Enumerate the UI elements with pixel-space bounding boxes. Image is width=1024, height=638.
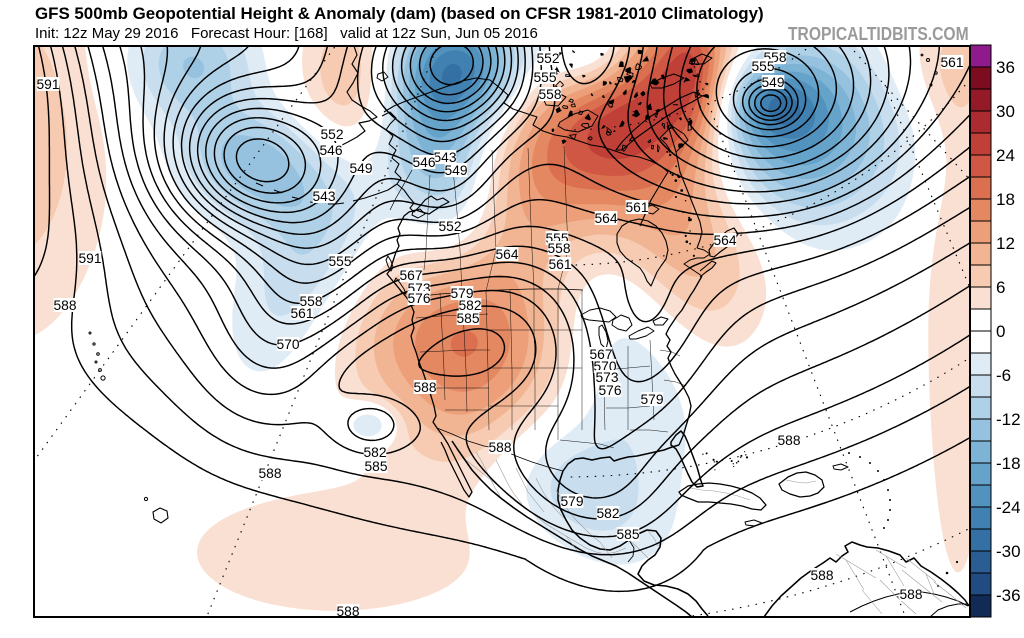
svg-text:582: 582 — [363, 445, 386, 460]
svg-text:591: 591 — [78, 251, 101, 266]
svg-text:555: 555 — [328, 254, 351, 269]
svg-text:561: 561 — [290, 306, 313, 321]
svg-text:588: 588 — [488, 440, 511, 455]
svg-text:-6: -6 — [996, 366, 1011, 385]
svg-text:549: 549 — [761, 75, 784, 90]
svg-text:564: 564 — [713, 233, 736, 248]
svg-text:561: 561 — [548, 257, 571, 272]
svg-text:588: 588 — [258, 466, 281, 481]
svg-text:561: 561 — [625, 200, 648, 215]
svg-text:588: 588 — [899, 587, 922, 602]
svg-text:-18: -18 — [996, 454, 1021, 473]
svg-text:543: 543 — [312, 189, 335, 204]
svg-text:558: 558 — [538, 87, 561, 102]
svg-text:549: 549 — [444, 163, 467, 178]
svg-text:30: 30 — [996, 102, 1015, 121]
svg-text:552: 552 — [536, 51, 559, 66]
svg-text:555: 555 — [751, 59, 774, 74]
svg-text:570: 570 — [276, 337, 299, 352]
svg-text:588: 588 — [53, 298, 76, 313]
svg-text:582: 582 — [458, 298, 481, 313]
svg-text:579: 579 — [640, 392, 663, 407]
svg-text:36: 36 — [996, 58, 1015, 77]
svg-text:0: 0 — [996, 322, 1005, 341]
svg-text:564: 564 — [594, 211, 617, 226]
svg-text:12: 12 — [996, 234, 1015, 253]
svg-text:567: 567 — [399, 268, 422, 283]
svg-text:579: 579 — [560, 494, 583, 509]
svg-text:546: 546 — [412, 155, 435, 170]
svg-text:588: 588 — [810, 568, 833, 583]
svg-text:-36: -36 — [996, 586, 1021, 605]
svg-text:18: 18 — [996, 190, 1015, 209]
svg-text:585: 585 — [616, 527, 639, 542]
svg-text:576: 576 — [407, 291, 430, 306]
svg-text:543: 543 — [433, 150, 456, 165]
svg-text:582: 582 — [596, 506, 619, 521]
svg-text:552: 552 — [438, 219, 461, 234]
svg-text:564: 564 — [495, 247, 518, 262]
svg-text:588: 588 — [777, 433, 800, 448]
svg-text:576: 576 — [598, 383, 621, 398]
svg-text:549: 549 — [349, 161, 372, 176]
svg-text:-30: -30 — [996, 542, 1021, 561]
svg-text:567: 567 — [589, 347, 612, 362]
svg-text:552: 552 — [320, 127, 343, 142]
svg-text:579: 579 — [450, 286, 473, 301]
svg-text:561: 561 — [940, 55, 963, 70]
svg-text:558: 558 — [299, 294, 322, 309]
svg-text:-24: -24 — [996, 498, 1021, 517]
svg-text:555: 555 — [533, 70, 556, 85]
svg-text:588: 588 — [336, 604, 359, 619]
svg-text:585: 585 — [364, 459, 387, 474]
svg-text:24: 24 — [996, 146, 1015, 165]
svg-text:585: 585 — [456, 311, 479, 326]
svg-text:573: 573 — [595, 370, 618, 385]
svg-text:6: 6 — [996, 278, 1005, 297]
svg-text:588: 588 — [413, 380, 436, 395]
svg-text:-12: -12 — [996, 410, 1021, 429]
svg-text:546: 546 — [319, 143, 342, 158]
svg-text:558: 558 — [547, 241, 570, 256]
svg-text:591: 591 — [36, 77, 59, 92]
